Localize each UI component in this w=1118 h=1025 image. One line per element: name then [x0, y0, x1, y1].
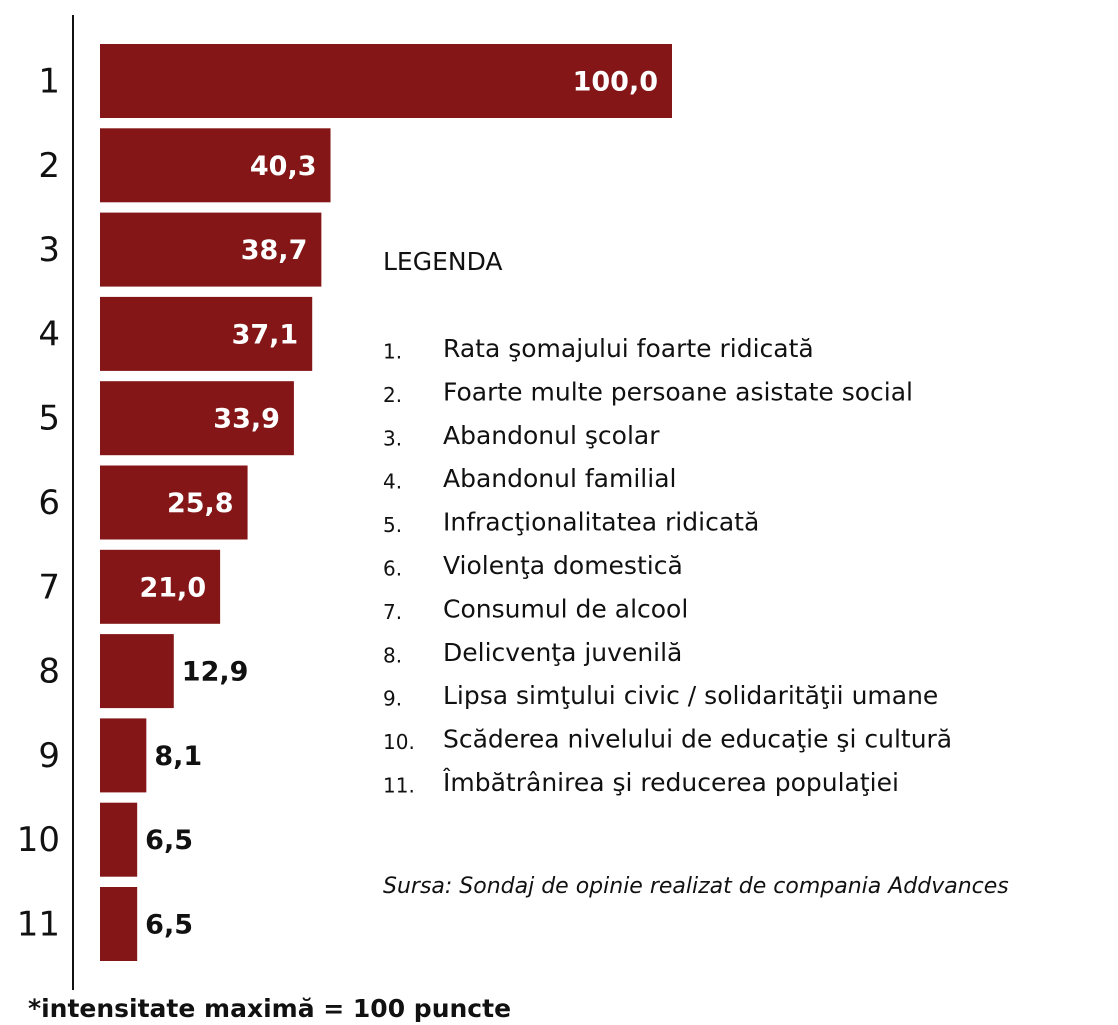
category-label: 1 — [38, 62, 60, 102]
bar — [100, 465, 248, 540]
bar — [100, 718, 147, 793]
bar — [100, 634, 174, 709]
bar — [100, 549, 221, 624]
legend-text: Foarte multe persoane asistate social — [443, 377, 913, 406]
bar — [100, 887, 138, 961]
category-label: 8 — [38, 652, 60, 692]
legend-text: Abandonul şcolar — [443, 421, 660, 450]
legend-title: LEGENDA — [383, 247, 503, 276]
bar — [100, 802, 138, 877]
legend-number: 6. — [383, 557, 402, 581]
legend-number: 4. — [383, 470, 402, 494]
bar — [100, 381, 294, 456]
bar — [100, 128, 331, 203]
legend-number: 8. — [383, 643, 402, 667]
category-label: 6 — [38, 483, 60, 523]
legend-text: Scăderea nivelului de educaţie şi cultur… — [443, 725, 952, 754]
legend-text: Infracţionalitatea ridicată — [443, 508, 759, 537]
legend-number: 10. — [383, 730, 415, 754]
value-label: 33,9 — [213, 404, 280, 435]
legend-number: 9. — [383, 687, 402, 711]
category-label: 7 — [38, 567, 60, 607]
legend-text: Îmbătrânirea şi reducerea populaţiei — [442, 768, 899, 797]
value-label: 40,3 — [250, 151, 317, 182]
legend-text: Consumul de alcool — [443, 594, 688, 623]
value-label: 21,0 — [139, 572, 206, 603]
legend-text: Rata şomajului foarte ridicată — [443, 334, 814, 363]
value-label: 6,5 — [145, 910, 193, 941]
source: Sursa: Sondaj de opinie realizat de comp… — [383, 874, 1009, 899]
bar — [100, 212, 322, 287]
category-label: 11 — [17, 905, 60, 945]
legend-text: Abandonul familial — [443, 464, 676, 493]
legend-number: 1. — [383, 340, 402, 364]
category-label: 10 — [17, 820, 60, 860]
value-label: 100,0 — [573, 67, 658, 98]
legend-number: 7. — [383, 600, 402, 624]
footnote: *intensitate maximă = 100 puncte — [28, 994, 511, 1023]
value-label: 38,7 — [241, 235, 308, 266]
value-label: 12,9 — [182, 657, 249, 688]
category-label: 4 — [38, 314, 60, 354]
value-label: 8,1 — [154, 741, 202, 772]
category-label: 5 — [38, 399, 60, 439]
legend-text: Violenţa domestică — [443, 551, 683, 580]
bar — [100, 296, 313, 371]
legend-text: Delicvenţa juvenilă — [443, 638, 682, 667]
legend-number: 3. — [383, 426, 402, 450]
value-label: 25,8 — [167, 488, 234, 519]
legend-text: Lipsa simţului civic / solidarităţii uma… — [443, 681, 938, 710]
bar — [100, 44, 672, 118]
category-label: 2 — [38, 146, 60, 186]
legend-number: 5. — [383, 513, 402, 537]
category-label: 9 — [38, 736, 60, 776]
legend-number: 2. — [383, 383, 402, 407]
value-label: 6,5 — [145, 825, 193, 856]
legend-number: 11. — [383, 774, 415, 798]
value-label: 37,1 — [232, 319, 299, 350]
category-label: 3 — [38, 230, 60, 270]
